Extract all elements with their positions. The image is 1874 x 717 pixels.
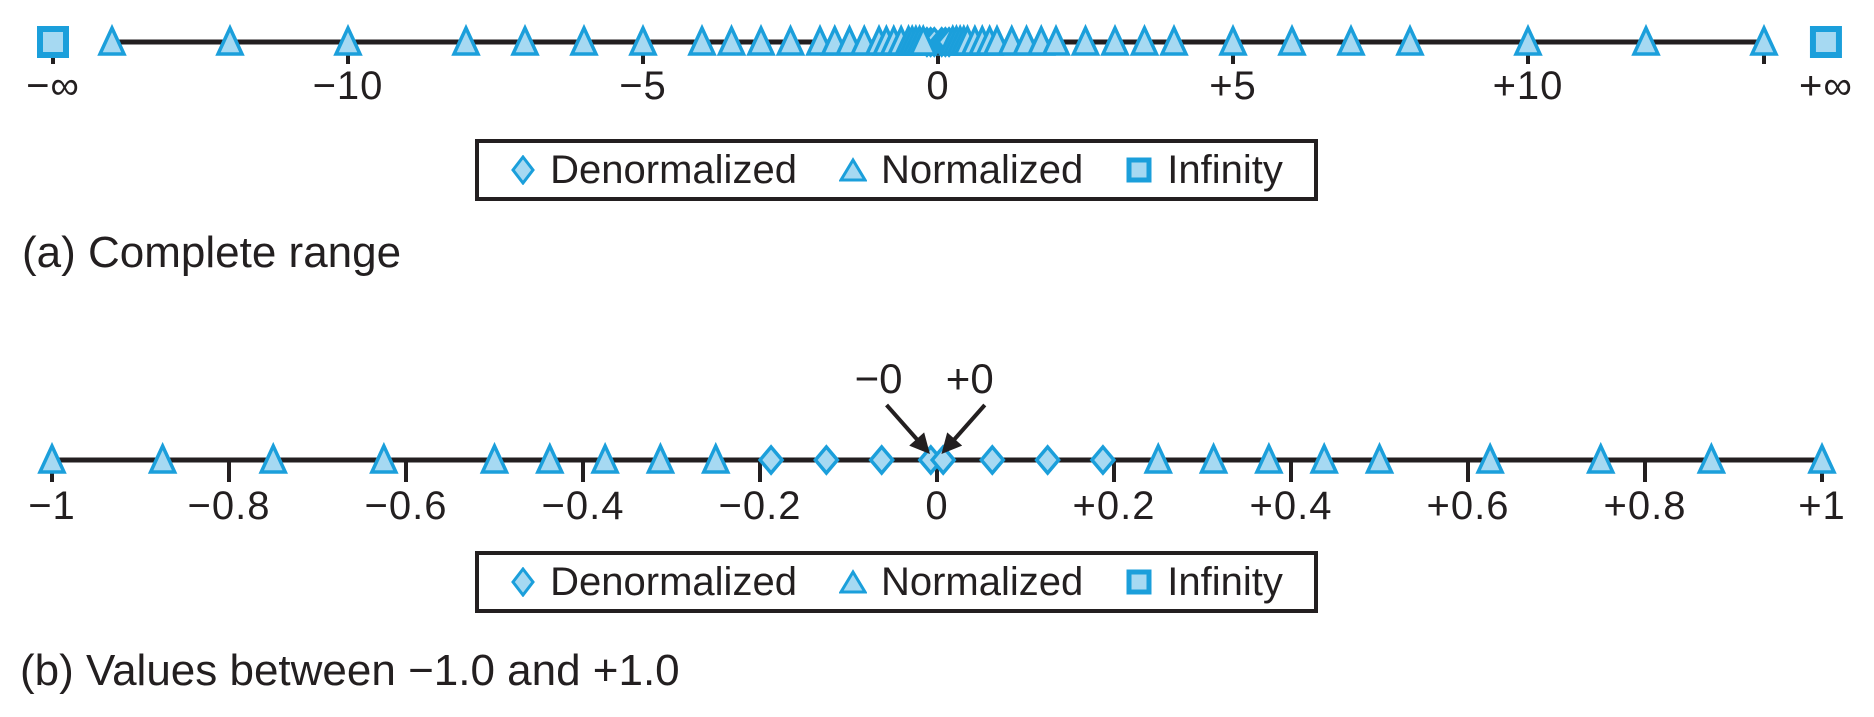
normalized-marker [1631, 23, 1661, 56]
normalized-marker [716, 23, 747, 56]
legend-label-infinity: Infinity [1167, 147, 1283, 192]
tick-label: −∞ [26, 64, 80, 108]
tick-label: 0 [925, 484, 949, 528]
denormalized-marker [1034, 444, 1061, 476]
tick-label: −0.2 [718, 484, 802, 528]
legend-a: Denormalized Normalized Infinity [475, 139, 1318, 201]
diamond-icon [511, 567, 536, 597]
square-icon [1126, 569, 1152, 595]
tick-label: −10 [312, 64, 384, 108]
denormalized-marker [868, 444, 895, 476]
normalized-marker [908, 23, 938, 56]
normalized-marker [1364, 441, 1395, 474]
normalized-marker [479, 441, 510, 474]
infinity-marker [37, 26, 69, 58]
normalized-marker [258, 441, 288, 474]
zero-annotation-label: +0 [946, 355, 994, 402]
axis-b: −0 +0 [37, 355, 1837, 482]
normalized-marker [1129, 23, 1160, 56]
normalized-marker [628, 23, 658, 56]
normalized-marker [1336, 23, 1366, 56]
normalized-marker [701, 441, 731, 474]
normalized-marker [1586, 441, 1616, 474]
zero-annotation-arrow [941, 403, 987, 454]
caption-a: (a) Complete range [22, 228, 402, 277]
normalized-marker [1749, 23, 1779, 56]
normalized-marker [645, 441, 676, 474]
legend-item-normalized: Normalized [838, 147, 1084, 193]
tick-label: +10 [1492, 64, 1564, 108]
normalized-marker [1309, 441, 1339, 474]
axis-a [37, 23, 1842, 64]
legend-b: Denormalized Normalized Infinity [475, 551, 1318, 613]
tick-labels-b: −1 −0.8 −0.6 −0.4 −0.2 0 +0.2 +0.4 +0.6 +0.8 +1 [0, 484, 1874, 534]
legend-item-normalized: Normalized [838, 559, 1084, 605]
legend-label-denormalized: Denormalized [550, 559, 797, 604]
square-icon [1126, 157, 1152, 183]
legend-item-denormalized: Denormalized [510, 560, 797, 605]
normalized-marker [590, 441, 620, 474]
tick-label: −5 [619, 64, 667, 108]
triangle-icon [838, 157, 867, 182]
normalized-marker [147, 441, 178, 474]
tick-label: +∞ [1799, 64, 1853, 108]
legend-item-denormalized: Denormalized [510, 148, 797, 193]
tick-label: +1 [1798, 484, 1846, 528]
normalized-marker [37, 441, 67, 474]
legend-label-denormalized: Denormalized [550, 147, 797, 192]
legend-label-normalized: Normalized [880, 147, 1084, 192]
normalized-marker [535, 441, 565, 474]
normalized-marker [775, 23, 806, 56]
normalized-marker [1254, 441, 1284, 474]
normalized-marker [1277, 23, 1307, 56]
normalized-marker [1395, 23, 1425, 56]
normalized-marker [1198, 441, 1229, 474]
zero-annotation-arrow [885, 403, 930, 454]
legend-label-normalized: Normalized [880, 559, 1084, 604]
normalized-marker [569, 23, 599, 56]
tick-label: −0.4 [541, 484, 625, 528]
normalized-marker [510, 23, 540, 56]
tick-labels-a: −∞ −10 −5 0 +5 +10 +∞ [0, 64, 1874, 114]
normalized-marker [451, 23, 481, 56]
tick-label: +0.2 [1072, 484, 1156, 528]
denormalized-marker [1089, 444, 1117, 476]
zero-annotation-label: −0 [855, 355, 903, 402]
diamond-icon [511, 155, 536, 185]
normalized-marker [333, 23, 363, 56]
caption-b: (b) Values between −1.0 and +1.0 [20, 646, 680, 695]
tick-label: +5 [1209, 64, 1257, 108]
normalized-marker [1100, 23, 1130, 56]
normalized-marker [1218, 23, 1248, 56]
normalized-marker [97, 23, 127, 56]
normalized-marker [1041, 23, 1071, 56]
normalized-marker [215, 23, 245, 56]
normalized-marker [369, 441, 399, 474]
normalized-marker [687, 23, 717, 56]
tick-label: −1 [28, 484, 76, 528]
infinity-marker [1809, 26, 1842, 58]
legend-item-infinity: Infinity [1125, 148, 1283, 193]
tick-label: +0.4 [1249, 484, 1333, 528]
normalized-marker [1513, 23, 1543, 56]
tick-label: +0.6 [1426, 484, 1510, 528]
normalized-marker [1143, 441, 1173, 474]
normalized-marker [1475, 441, 1505, 474]
normalized-marker [1696, 441, 1727, 474]
tick-label: −0.8 [187, 484, 271, 528]
denormalized-marker [757, 444, 785, 476]
legend-label-infinity: Infinity [1167, 559, 1283, 604]
tick-label: −0.6 [364, 484, 448, 528]
denormalized-marker [813, 444, 840, 476]
normalized-marker [1159, 23, 1189, 56]
normalized-marker [746, 23, 776, 56]
denormalized-marker [979, 444, 1006, 476]
triangle-icon [838, 569, 867, 594]
normalized-marker [1807, 441, 1837, 474]
tick-label: 0 [926, 64, 950, 108]
legend-item-infinity: Infinity [1125, 560, 1283, 605]
normalized-marker [1070, 23, 1101, 56]
tick-label: +0.8 [1603, 484, 1687, 528]
